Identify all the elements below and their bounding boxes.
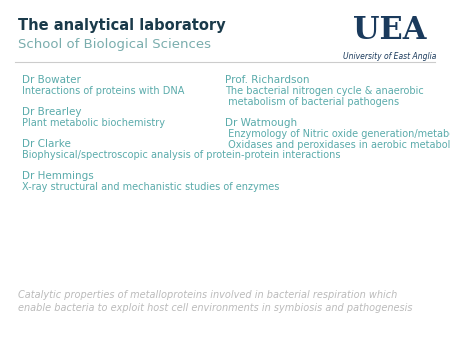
Text: Oxidases and peroxidases in aerobic metabolism: Oxidases and peroxidases in aerobic meta… xyxy=(225,140,450,150)
Text: Interactions of proteins with DNA: Interactions of proteins with DNA xyxy=(22,86,185,96)
Text: Dr Watmough: Dr Watmough xyxy=(225,118,297,128)
Text: UEA: UEA xyxy=(353,15,427,46)
Text: University of East Anglia: University of East Anglia xyxy=(343,52,436,61)
Text: Prof. Richardson: Prof. Richardson xyxy=(225,75,310,85)
Text: Dr Bowater: Dr Bowater xyxy=(22,75,81,85)
Text: metabolism of bacterial pathogens: metabolism of bacterial pathogens xyxy=(225,97,399,107)
Text: Catalytic properties of metalloproteins involved in bacterial respiration which: Catalytic properties of metalloproteins … xyxy=(18,290,397,300)
Text: The analytical laboratory: The analytical laboratory xyxy=(18,18,225,33)
Text: Dr Clarke: Dr Clarke xyxy=(22,139,72,149)
Text: enable bacteria to exploit host cell environments in symbiosis and pathogenesis: enable bacteria to exploit host cell env… xyxy=(18,303,413,313)
Text: The bacterial nitrogen cycle & anaerobic: The bacterial nitrogen cycle & anaerobic xyxy=(225,86,424,96)
Text: Enzymology of Nitric oxide generation/metabolism: Enzymology of Nitric oxide generation/me… xyxy=(225,129,450,139)
Text: Plant metabolic biochemistry: Plant metabolic biochemistry xyxy=(22,118,166,128)
Text: Biophysical/spectroscopic analysis of protein-protein interactions: Biophysical/spectroscopic analysis of pr… xyxy=(22,150,341,160)
Text: Dr Brearley: Dr Brearley xyxy=(22,107,82,117)
Text: Dr Hemmings: Dr Hemmings xyxy=(22,171,94,181)
Text: X-ray structural and mechanistic studies of enzymes: X-ray structural and mechanistic studies… xyxy=(22,182,280,192)
Text: School of Biological Sciences: School of Biological Sciences xyxy=(18,38,211,51)
